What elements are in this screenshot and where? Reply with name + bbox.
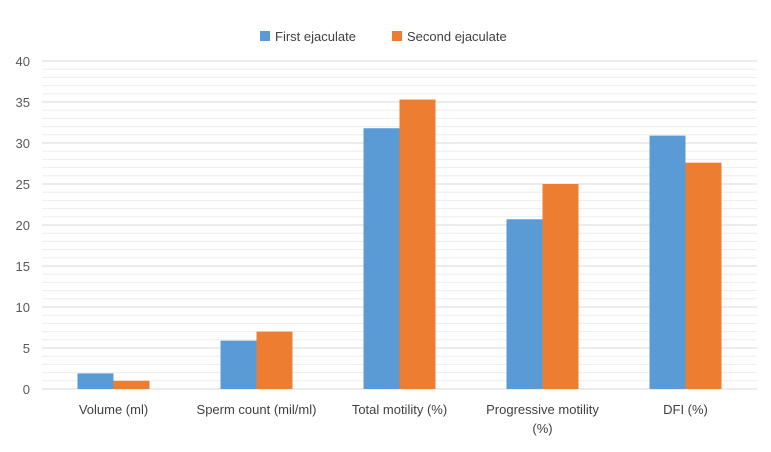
legend-swatch: [392, 31, 402, 41]
y-tick-label: 0: [23, 382, 30, 397]
x-category-label: DFI (%): [663, 402, 708, 417]
bar-second-ejaculate: [542, 184, 579, 389]
bar-first-ejaculate: [77, 373, 114, 389]
legend-label: First ejaculate: [275, 29, 356, 44]
legend-label: Second ejaculate: [407, 29, 507, 44]
y-tick-label: 10: [16, 300, 30, 315]
bar-first-ejaculate: [506, 219, 543, 389]
bars: [77, 99, 722, 390]
x-axis-category-labels: Volume (ml) Sperm count (mil/ml) Total mot…: [79, 402, 708, 436]
y-tick-label: 30: [16, 136, 30, 151]
y-tick-label: 25: [16, 177, 30, 192]
y-tick-label: 35: [16, 95, 30, 110]
x-category-label: Total motility (%): [352, 402, 447, 417]
bar-second-ejaculate: [113, 380, 150, 389]
bar-second-ejaculate: [256, 331, 293, 389]
y-tick-label: 15: [16, 259, 30, 274]
bar-first-ejaculate: [220, 340, 257, 389]
y-tick-label: 40: [16, 54, 30, 69]
bar-second-ejaculate: [685, 162, 722, 389]
x-category-label: Progressive motility (%): [486, 402, 599, 436]
y-tick-label: 5: [23, 341, 30, 356]
bar-second-ejaculate: [399, 99, 436, 389]
y-axis-tick-labels: 0 5 10 15 20 25 30 35 40: [16, 54, 30, 397]
x-category-label: Sperm count (mil/ml): [197, 402, 317, 417]
bar-first-ejaculate: [649, 135, 686, 389]
x-category-label: Volume (ml): [79, 402, 148, 417]
y-tick-label: 20: [16, 218, 30, 233]
legend-swatch: [260, 31, 270, 41]
legend: First ejaculate Second ejaculate: [260, 29, 507, 44]
bar-first-ejaculate: [363, 128, 400, 390]
